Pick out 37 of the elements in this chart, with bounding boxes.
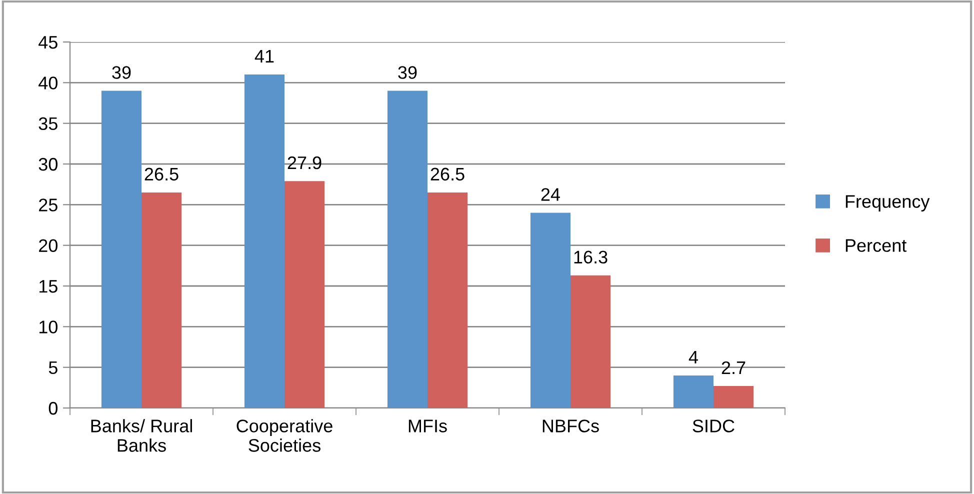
legend-label: Frequency (846, 195, 930, 212)
bar (387, 90, 428, 408)
data-label: 2.7 (722, 361, 746, 374)
data-label: 4 (688, 350, 698, 364)
data-label: 41 (254, 50, 274, 62)
data-label: 24 (541, 188, 560, 201)
bar (101, 90, 142, 408)
bar (284, 181, 325, 408)
bar (570, 275, 611, 408)
y-tick-label: 20 (39, 239, 58, 252)
y-tick-label: 40 (38, 76, 58, 90)
x-tick-label: Cooperative Societies (236, 419, 332, 452)
data-label: 27.9 (288, 156, 322, 170)
x-tick-label: SIDC (692, 420, 734, 432)
y-tick-label: 10 (39, 320, 58, 334)
bar (530, 212, 570, 408)
data-label: 39 (398, 66, 417, 79)
x-tick-label: Banks/ Rural Banks (91, 419, 192, 452)
y-tick-label: 25 (39, 198, 58, 212)
bar (142, 192, 182, 408)
y-tick-label: 15 (39, 280, 58, 293)
y-tick-label: 30 (38, 158, 58, 171)
data-label: 39 (112, 66, 131, 79)
y-tick-label: 5 (48, 361, 58, 374)
data-label: 26.5 (144, 168, 178, 181)
y-tick-label: 0 (48, 402, 58, 415)
legend-label: Percent (846, 239, 907, 252)
bar (244, 74, 284, 408)
y-tick-label: 45 (38, 36, 58, 49)
y-tick-label: 35 (38, 117, 58, 130)
bar (714, 386, 754, 408)
bar (428, 192, 468, 408)
x-tick-label: MFIs (408, 420, 447, 432)
data-label: 16.3 (574, 250, 608, 264)
bar (673, 375, 714, 408)
data-label: 26.5 (430, 168, 464, 181)
x-tick-label: NBFCs (542, 420, 599, 432)
